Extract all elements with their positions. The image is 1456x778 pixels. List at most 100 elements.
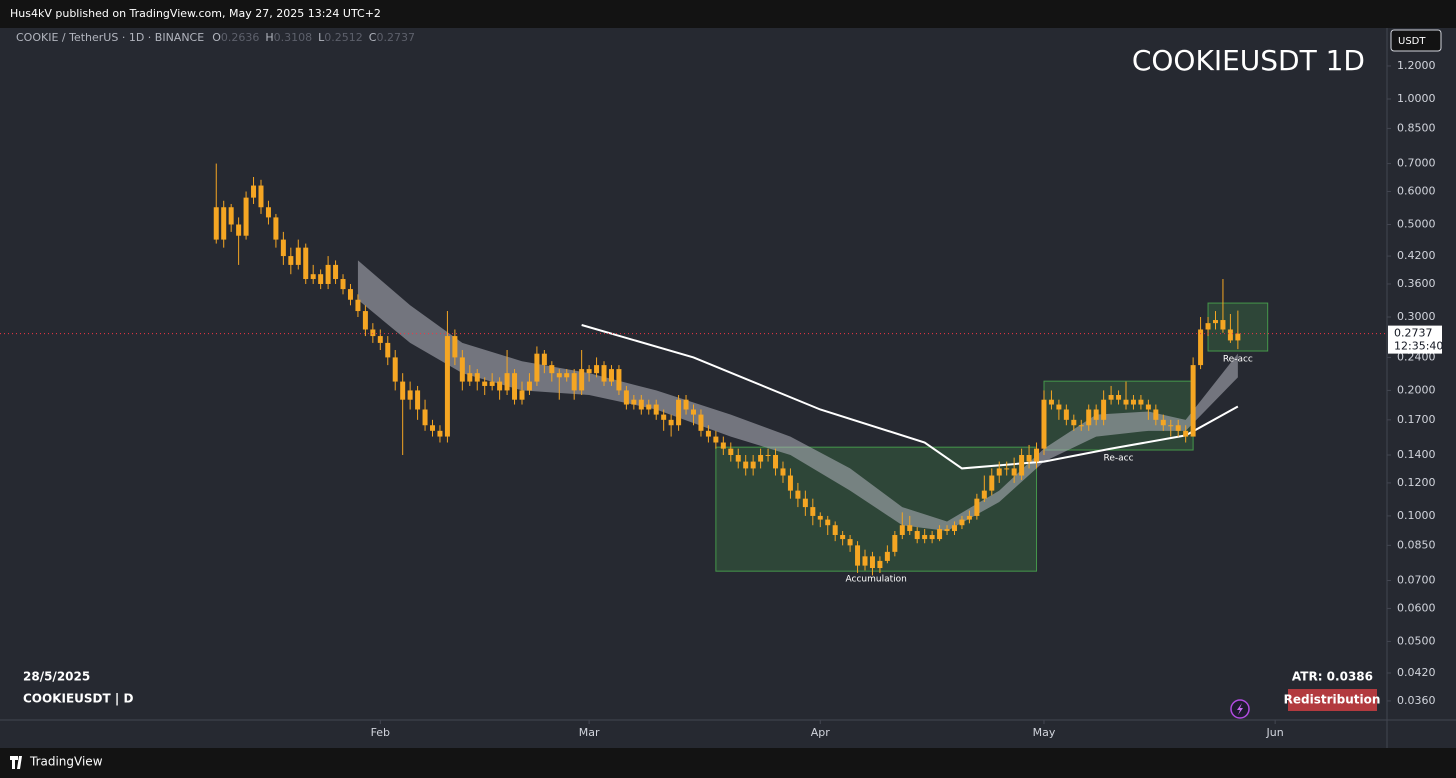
- candle-body: [549, 365, 555, 374]
- symbol: COOKIE / TetherUS · 1D · BINANCE: [16, 31, 204, 44]
- brand: TradingView: [10, 755, 103, 769]
- candle-body: [802, 498, 808, 508]
- candle-body: [810, 507, 816, 516]
- y-tick-label: 0.4200: [1397, 249, 1436, 262]
- chart-title: COOKIEUSDT 1D: [1132, 44, 1365, 77]
- candle-body: [668, 419, 674, 426]
- price-label-bg: [1388, 325, 1442, 354]
- y-tick-label: 0.2000: [1397, 383, 1436, 396]
- redistribution-button[interactable]: [1288, 689, 1377, 711]
- candle-body: [1175, 425, 1181, 431]
- candle-body: [213, 207, 219, 240]
- candle-body: [728, 448, 734, 456]
- y-tick-label: 0.1700: [1397, 413, 1436, 426]
- redistribution-label: Redistribution: [1284, 693, 1381, 707]
- candle-body: [1048, 399, 1054, 405]
- countdown: 12:35:40: [1394, 340, 1443, 353]
- candle-body: [355, 299, 361, 312]
- overlay: COOKIEUSDT 1D USDT 28/5/2025 COOKIEUSDT …: [23, 29, 1442, 719]
- candle-body: [847, 539, 853, 546]
- y-tick-label: 0.1000: [1397, 509, 1436, 522]
- price-label: 0.2737: [1394, 327, 1433, 340]
- candle-body: [243, 197, 249, 236]
- candle-body: [1034, 448, 1040, 462]
- candle-body: [1168, 425, 1174, 427]
- currency-button[interactable]: [1390, 29, 1442, 52]
- ohlc-label: H: [265, 31, 273, 44]
- candle-body: [318, 274, 324, 284]
- candle-body: [974, 498, 980, 516]
- candle-body: [236, 224, 242, 236]
- candle-body: [773, 455, 779, 469]
- candle-body: [415, 390, 421, 410]
- y-tick-label: 0.6000: [1397, 184, 1436, 197]
- candle-body: [564, 373, 570, 378]
- y-tick-label: 0.5000: [1397, 217, 1436, 230]
- candle-body: [661, 414, 667, 420]
- atr-label: ATR: 0.0386: [1292, 670, 1373, 684]
- candle-body: [377, 336, 383, 343]
- y-tick-label: 1.0000: [1397, 92, 1436, 105]
- currency-label: USDT: [1398, 36, 1426, 47]
- ohlc-label: C: [369, 31, 377, 44]
- candle-body: [303, 247, 309, 280]
- candle-body: [1056, 404, 1062, 410]
- candle-body: [884, 551, 890, 561]
- candle-body: [579, 369, 585, 391]
- candle-body: [691, 409, 696, 415]
- candle-body: [1145, 404, 1151, 410]
- candle-body: [855, 545, 861, 566]
- candle-body: [1198, 329, 1204, 366]
- candle-body: [1019, 455, 1025, 476]
- candle-body: [1160, 419, 1166, 426]
- y-tick-label: 0.2400: [1397, 350, 1436, 363]
- candle-body: [653, 404, 659, 415]
- ohlc-label: L: [318, 31, 325, 44]
- candle-body: [362, 311, 368, 330]
- candle-body: [265, 207, 271, 218]
- alert-bolt: [1237, 703, 1243, 715]
- candle-body: [705, 430, 711, 437]
- candle-body: [310, 274, 316, 280]
- candle-body: [1078, 425, 1084, 427]
- candle-body: [1086, 409, 1092, 426]
- candle-body: [683, 399, 689, 410]
- candle-body: [504, 373, 510, 391]
- candle-body: [817, 515, 823, 520]
- candle-body: [951, 525, 957, 532]
- candle-body: [832, 525, 838, 536]
- ohlc-value: 0.2512: [324, 31, 363, 44]
- candle-body: [534, 353, 540, 382]
- ohlc-label: O: [212, 31, 221, 44]
- brand-logo: [10, 756, 22, 769]
- candle-body: [1130, 399, 1136, 405]
- candle-body: [1123, 399, 1129, 405]
- candle-body: [400, 381, 406, 400]
- candle-body: [929, 535, 935, 540]
- x-tick-label: Mar: [579, 726, 600, 739]
- candle-body: [541, 353, 547, 366]
- x-tick-label: Feb: [371, 726, 390, 739]
- panel-symbol: COOKIEUSDT | D: [23, 692, 133, 706]
- candle-body: [1190, 365, 1196, 437]
- candle-body: [1093, 409, 1099, 420]
- candle-body: [295, 247, 301, 265]
- candle-body: [1071, 419, 1077, 426]
- panel-date: 28/5/2025: [23, 670, 90, 684]
- candle-body: [1108, 395, 1114, 400]
- candle-body: [325, 264, 331, 284]
- candle-body: [333, 264, 339, 280]
- candle-body: [340, 279, 346, 290]
- candle-body: [616, 369, 622, 391]
- candle-body: [1138, 399, 1144, 405]
- candle-body: [795, 490, 801, 499]
- candle-body: [750, 461, 756, 469]
- candle-body: [862, 556, 868, 566]
- candle-body: [1101, 399, 1107, 420]
- candle-body: [780, 468, 786, 476]
- candle-body: [452, 336, 458, 358]
- y-tick-label: 0.0420: [1397, 666, 1436, 679]
- candle-body: [422, 409, 428, 426]
- candle-body: [273, 217, 279, 240]
